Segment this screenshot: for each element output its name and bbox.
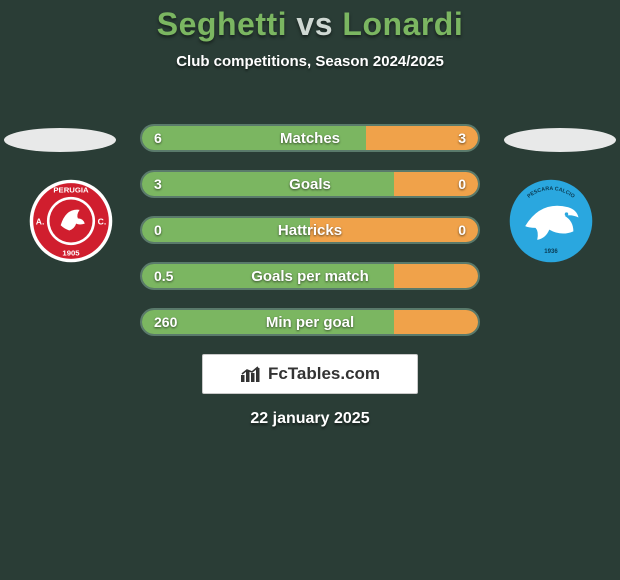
vs-label: vs (296, 6, 333, 42)
stat-label: Goals per match (142, 264, 478, 288)
stat-row: 00Hattricks (140, 216, 480, 244)
bar-spark-icon (240, 365, 262, 383)
stat-row: 63Matches (140, 124, 480, 152)
badge-text-top: PERUGIA (53, 186, 89, 195)
stat-label: Matches (142, 126, 478, 150)
stat-row: 0.5Goals per match (140, 262, 480, 290)
player2-name: Lonardi (342, 6, 463, 42)
badge-text-left: A. (36, 216, 45, 226)
stat-label: Goals (142, 172, 478, 196)
player1-head-ellipse (4, 128, 116, 152)
stat-label: Min per goal (142, 310, 478, 334)
player1-name: Seghetti (157, 6, 287, 42)
badge-text-right: C. (98, 216, 107, 226)
stat-label: Hattricks (142, 218, 478, 242)
comparison-title: Seghetti vs Lonardi (0, 0, 620, 43)
player2-club-badge: 1936 PESCARA CALCIO (508, 178, 594, 264)
badge-right-year: 1936 (544, 249, 558, 255)
brand-box: FcTables.com (202, 354, 418, 394)
stat-bars: 63Matches 30Goals 00Hattricks 0.5Goals per … (140, 124, 480, 354)
pescara-crest-icon: 1936 PESCARA CALCIO (508, 178, 594, 264)
perugia-crest-icon: PERUGIA 1905 A. C. (28, 178, 114, 264)
player2-head-ellipse (504, 128, 616, 152)
player1-club-badge: PERUGIA 1905 A. C. (28, 178, 114, 264)
brand-text: FcTables.com (268, 364, 380, 384)
badge-text-bottom: 1905 (62, 248, 80, 257)
subtitle: Club competitions, Season 2024/2025 (0, 53, 620, 70)
date-label: 22 january 2025 (0, 410, 620, 428)
stat-row: 260Min per goal (140, 308, 480, 336)
stat-row: 30Goals (140, 170, 480, 198)
